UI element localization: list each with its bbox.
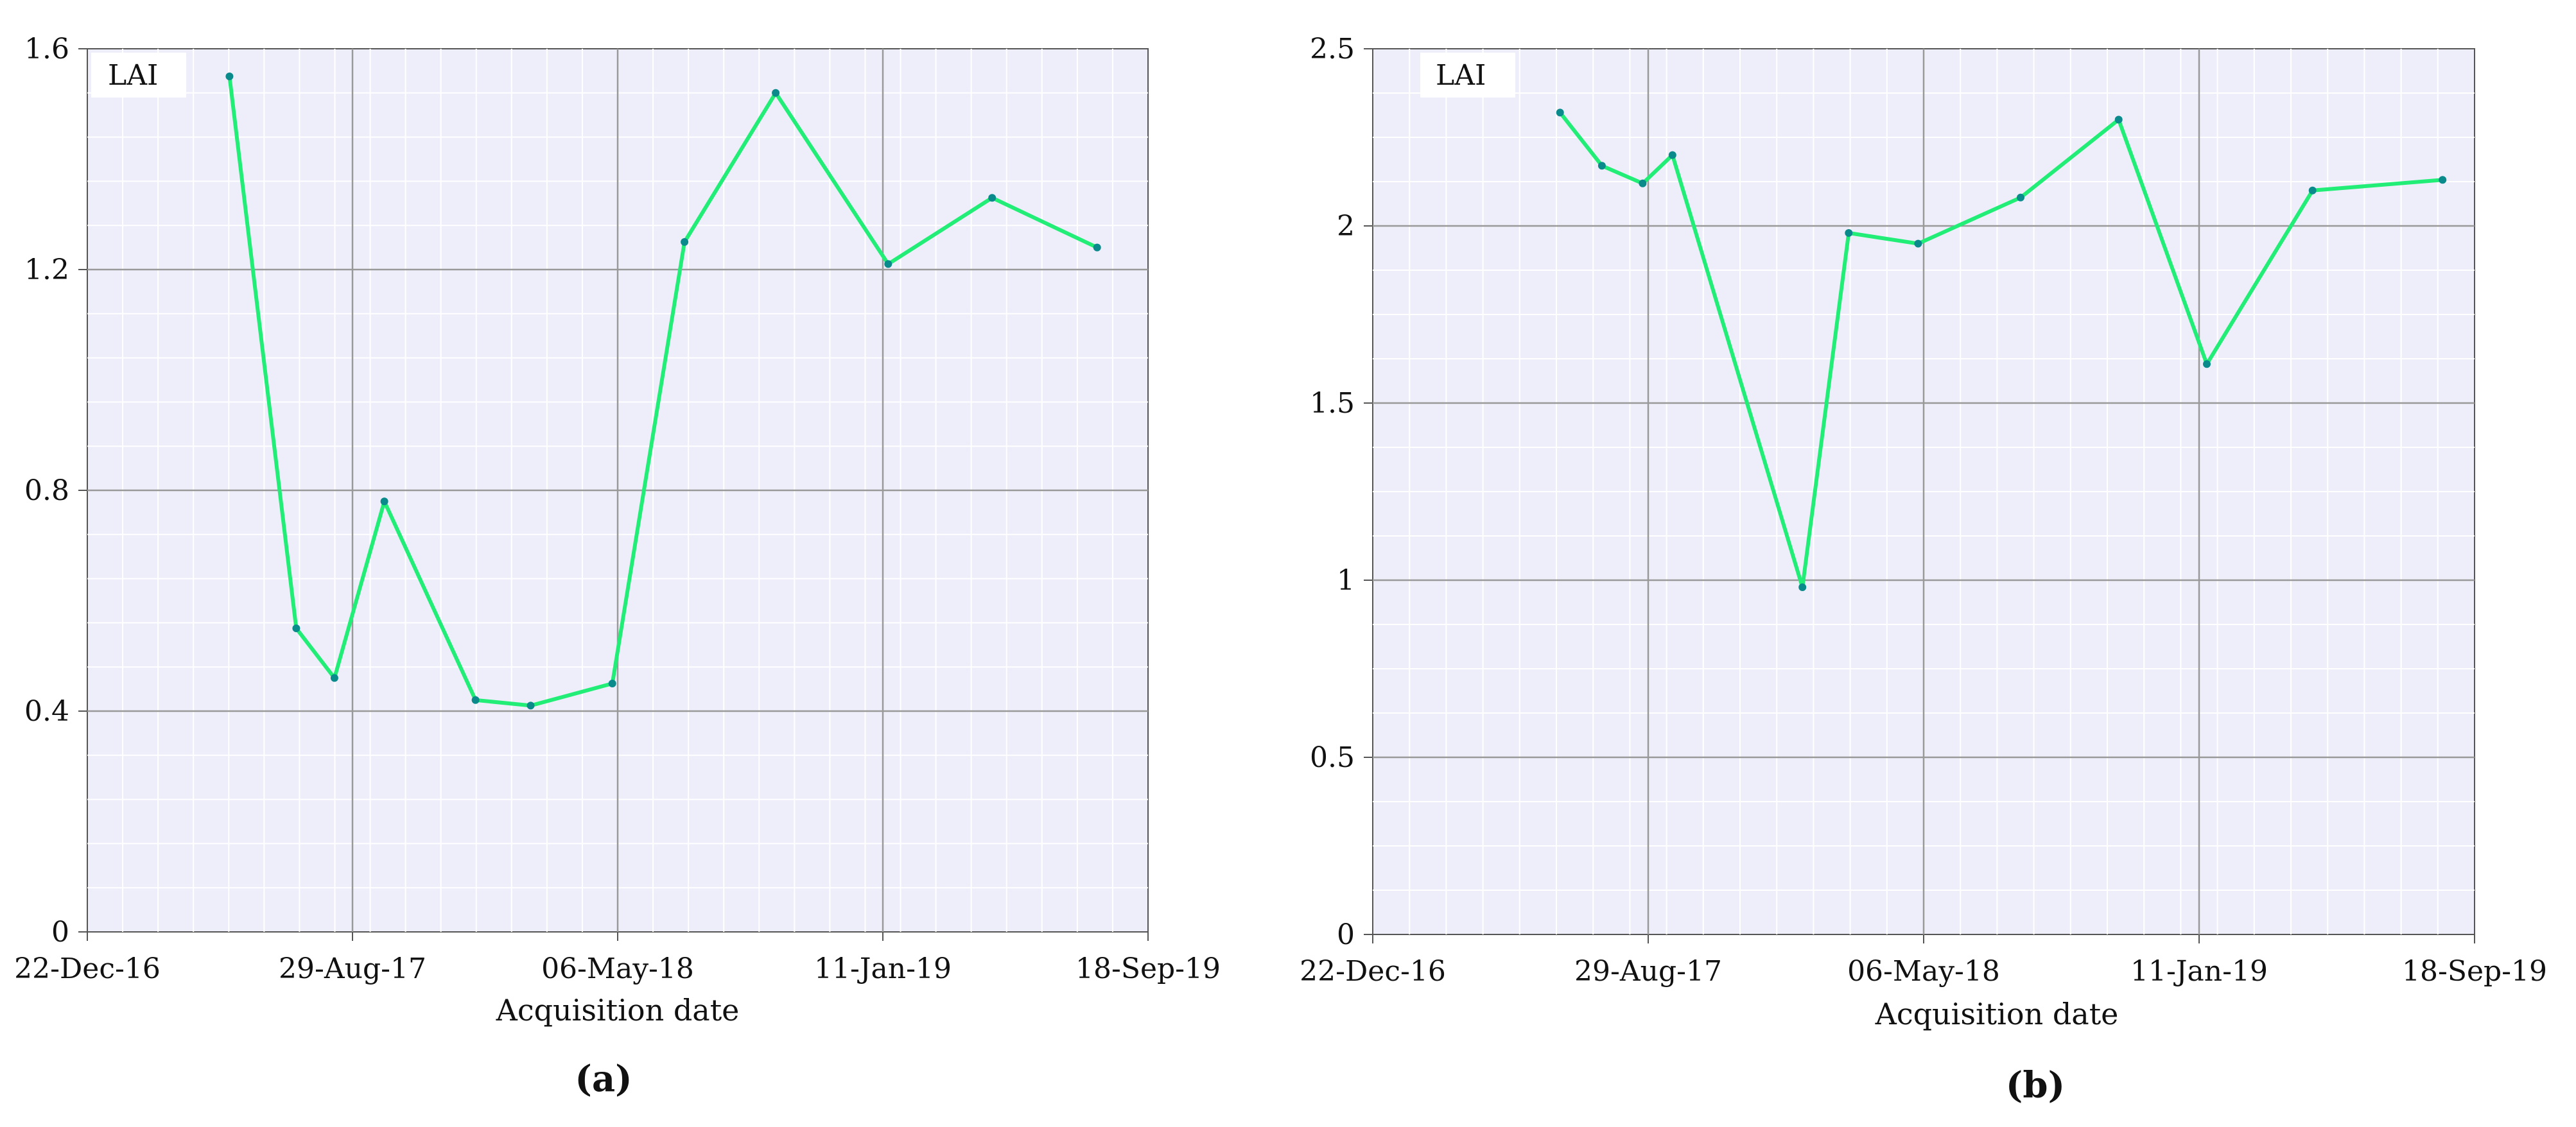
y-tick-label-b: 2 — [1337, 210, 1355, 243]
data-point-a-11 — [988, 194, 996, 202]
data-point-a-5 — [471, 696, 480, 704]
data-point-b-7 — [1914, 239, 1922, 248]
y-ticks-b: 0 0.5 1 1.5 2 2.5 — [1310, 33, 1373, 951]
panel-label-a: (a) — [575, 1058, 632, 1100]
y-tick-label-a: 0 — [51, 916, 69, 949]
data-point-b-1 — [1556, 108, 1564, 117]
x-ticks-a: 22-Dec-16 29-Aug-17 06-May-18 11-Jan-19 18-S… — [14, 932, 1221, 985]
y-tick-label-a: 0.4 — [24, 695, 69, 728]
data-points-b — [1556, 108, 2447, 591]
data-point-a-2 — [292, 624, 300, 632]
data-point-a-6 — [527, 701, 535, 710]
data-point-b-2 — [1597, 162, 1606, 170]
data-point-b-12 — [2439, 176, 2447, 184]
data-point-b-10 — [2203, 360, 2211, 368]
legend-box-a — [91, 53, 186, 98]
x-tick-label-a: 29-Aug-17 — [279, 952, 426, 985]
x-tick-label-b: 29-Aug-17 — [1574, 955, 1722, 988]
legend-label-a: LAI — [108, 59, 158, 92]
lai-series-b — [1558, 110, 2445, 589]
legend-label-b: LAI — [1436, 59, 1486, 92]
x-tick-label-a: 06-May-18 — [541, 952, 694, 985]
data-point-b-5 — [1798, 583, 1807, 591]
y-tick-label-b: 0 — [1337, 918, 1355, 951]
data-point-a-8 — [681, 238, 689, 246]
lai-series-a — [227, 74, 1099, 708]
lai-line-b — [1558, 110, 2445, 589]
x-tick-label-b: 06-May-18 — [1847, 955, 2000, 988]
data-points-a — [225, 73, 1101, 710]
data-point-b-6 — [1845, 229, 1853, 237]
major-grid-a — [87, 49, 1148, 932]
data-point-b-3 — [1639, 179, 1647, 187]
x-axis-label-a: Acquisition date — [496, 993, 740, 1028]
chart-panel-a: 0 0.4 0.8 1.2 1.6 22-Dec-16 29-Aug-17 06-May-1… — [14, 33, 1221, 1100]
x-tick-label-b: 22-Dec-16 — [1300, 955, 1446, 988]
y-tick-label-b: 0.5 — [1310, 741, 1355, 774]
lai-line-a — [227, 74, 1099, 708]
data-point-b-11 — [2308, 186, 2317, 194]
y-tick-label-b: 2.5 — [1310, 33, 1355, 65]
y-tick-label-a: 0.8 — [24, 474, 69, 507]
data-point-b-4 — [1668, 151, 1676, 159]
y-tick-label-b: 1 — [1337, 564, 1355, 597]
x-tick-label-b: 18-Sep-19 — [2402, 955, 2547, 988]
legend-box-b — [1420, 53, 1515, 98]
panel-label-b: (b) — [2006, 1064, 2065, 1106]
data-point-a-9 — [772, 89, 780, 97]
y-tick-label-a: 1.2 — [24, 254, 69, 286]
x-ticks-b: 22-Dec-16 29-Aug-17 06-May-18 11-Jan-19 18-S… — [1300, 934, 2547, 988]
y-ticks-a: 0 0.4 0.8 1.2 1.6 — [24, 33, 87, 949]
x-tick-label-a: 18-Sep-19 — [1075, 952, 1221, 985]
chart-panel-b: 0 0.5 1 1.5 2 2.5 22-Dec-16 29-Aug-17 06-May-18… — [1300, 33, 2547, 1106]
data-point-a-10 — [884, 260, 892, 268]
data-point-a-7 — [608, 680, 616, 687]
data-point-a-4 — [380, 497, 388, 506]
x-tick-label-b: 11-Jan-19 — [2130, 955, 2268, 988]
data-point-b-9 — [2114, 116, 2123, 124]
y-tick-label-b: 1.5 — [1310, 387, 1355, 420]
data-point-a-3 — [330, 674, 338, 682]
y-tick-label-a: 1.6 — [24, 33, 69, 65]
x-tick-label-a: 22-Dec-16 — [14, 952, 161, 985]
data-point-a-1 — [225, 73, 234, 80]
x-tick-label-a: 11-Jan-19 — [814, 952, 952, 985]
data-point-a-12 — [1093, 243, 1101, 252]
x-axis-label-b: Acquisition date — [1875, 997, 2119, 1031]
data-point-b-8 — [2017, 193, 2024, 202]
